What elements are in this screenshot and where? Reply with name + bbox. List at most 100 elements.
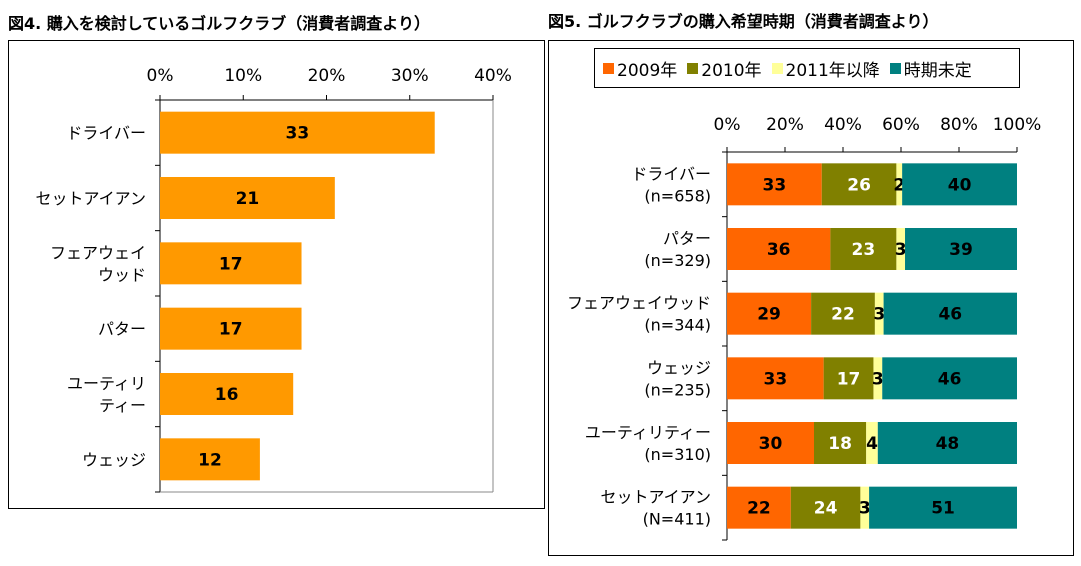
x-tick-label: 40% (824, 115, 862, 135)
bar-segment (860, 486, 870, 529)
category-label: ウッド (98, 265, 146, 284)
x-tick-label: 0% (714, 115, 741, 135)
data-label: 39 (949, 240, 973, 260)
bar-segment (790, 486, 861, 529)
data-label: 17 (219, 254, 243, 274)
data-label: 18 (828, 434, 852, 454)
x-tick-label: 0% (147, 66, 174, 86)
bar-segment (727, 163, 822, 206)
legend-swatch (603, 62, 614, 74)
chart1-title: 図4. 購入を検討しているゴルフクラブ（消費者調査より） (8, 14, 430, 33)
category-label: (n=344) (644, 316, 711, 335)
data-label: 33 (763, 369, 787, 389)
data-label: 22 (831, 305, 855, 325)
category-label: フェアウェイ (50, 243, 146, 262)
bar (160, 177, 335, 219)
bar-segment (814, 422, 867, 464)
data-label: 40 (948, 175, 972, 195)
bar-segment (811, 292, 875, 335)
x-tick-label: 40% (474, 66, 512, 86)
data-label: 17 (219, 320, 243, 340)
bar-segment (727, 292, 812, 335)
legend-swatch (687, 62, 699, 74)
category-label: ウェッジ (82, 450, 146, 469)
category-label: (n=658) (644, 186, 711, 205)
data-label: 22 (747, 499, 771, 519)
data-label: 36 (767, 240, 791, 260)
legend-label: 2010年 (701, 60, 762, 81)
bar-segment (883, 292, 1017, 335)
bar-segment (902, 163, 1017, 206)
data-label: 33 (763, 175, 787, 195)
category-label: (N=411) (643, 510, 711, 529)
category-label: (n=310) (644, 445, 711, 464)
data-label: 3 (872, 369, 884, 389)
data-label: 46 (938, 305, 962, 325)
category-label: パター (98, 320, 146, 339)
category-label: ティー (99, 396, 146, 415)
x-tick-label: 30% (391, 66, 429, 86)
chart2-legend: 2009年 2010年 2011年以降 時期未定 (594, 48, 1020, 88)
x-tick-label: 20% (308, 66, 346, 86)
data-label: 21 (236, 189, 260, 209)
bar-segment (823, 357, 874, 400)
bar-segment (727, 486, 791, 529)
bar-segment (869, 486, 1017, 529)
data-label: 4 (866, 434, 878, 454)
legend-item: 2011年以降 (771, 56, 880, 81)
data-label: 17 (837, 369, 861, 389)
data-label: 24 (814, 499, 838, 519)
data-label: 16 (215, 385, 239, 405)
x-tick-label: 60% (882, 115, 920, 135)
category-label: ドライバー (631, 164, 711, 183)
data-label: 3 (895, 240, 907, 260)
bar (160, 438, 260, 481)
data-label: 26 (847, 175, 871, 195)
x-tick-label: 80% (940, 115, 978, 135)
bar (160, 373, 294, 415)
legend-label: 2011年以降 (785, 60, 880, 81)
data-label: 51 (931, 499, 955, 519)
legend-item: 時期未定 (889, 56, 972, 81)
bar (160, 307, 302, 350)
category-label: (n=329) (644, 251, 711, 270)
bar-segment (830, 228, 897, 270)
category-label: ユーティリティー (585, 423, 711, 442)
bar-segment (873, 357, 883, 400)
data-label: 29 (757, 305, 781, 325)
data-label: 3 (859, 499, 871, 519)
data-label: 2 (893, 175, 905, 195)
x-tick-label: 100% (993, 115, 1042, 135)
legend-label: 2009年 (617, 60, 678, 81)
category-label: (n=235) (644, 380, 711, 399)
data-label: 33 (286, 124, 310, 144)
x-tick-label: 10% (224, 66, 262, 86)
bar-segment (727, 228, 831, 270)
bar-segment (866, 422, 878, 464)
legend-item: 2010年 (687, 56, 762, 81)
data-label: 3 (873, 305, 885, 325)
legend-swatch (889, 62, 901, 74)
legend-label: 時期未定 (903, 60, 972, 81)
data-label: 46 (938, 369, 962, 389)
category-label: ユーティリ (67, 374, 146, 393)
bar-segment (727, 422, 814, 464)
category-label: ドライバー (66, 124, 146, 143)
bar-segment (896, 228, 906, 270)
bar-segment (882, 357, 1017, 400)
bar-segment (874, 292, 884, 335)
category-label: フェアウェイウッド (567, 294, 711, 313)
category-label: ウェッジ (647, 358, 711, 377)
chart2-title: 図5. ゴルフクラブの購入希望時期（消費者調査より） (548, 12, 939, 31)
bar-segment (727, 357, 824, 400)
bar-segment (877, 422, 1017, 464)
data-label: 23 (852, 240, 876, 260)
category-label: セットアイアン (35, 189, 146, 208)
category-label: パター (663, 229, 711, 248)
legend-swatch (771, 62, 783, 74)
data-label: 48 (936, 434, 960, 454)
bar-segment (905, 228, 1017, 270)
bar (160, 111, 435, 154)
bar-segment (896, 163, 903, 206)
